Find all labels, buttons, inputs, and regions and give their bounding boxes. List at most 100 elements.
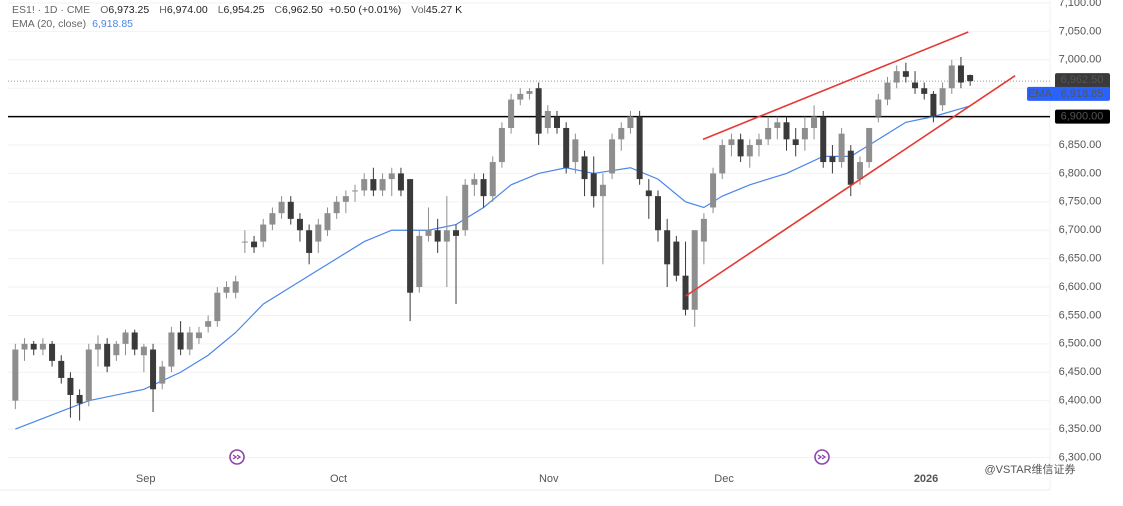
- candle-body: [140, 346, 147, 356]
- candle-body: [609, 139, 616, 174]
- ohlc-prefix: L: [218, 4, 224, 16]
- y-tick-label: 6,500.00: [1059, 338, 1102, 350]
- candle-body: [85, 349, 92, 401]
- candle-body: [572, 139, 579, 163]
- candle-body: [618, 127, 625, 140]
- candle-body: [195, 332, 202, 339]
- candle-body: [765, 127, 772, 140]
- trendline: [702, 31, 969, 141]
- y-tick-label: 6,400.00: [1059, 395, 1102, 407]
- y-tick-label: 6,650.00: [1059, 253, 1102, 265]
- candle-body: [544, 110, 551, 128]
- ema-name: EMA (20, close): [12, 18, 86, 30]
- x-tick-label: Oct: [330, 473, 347, 485]
- y-tick-label: 6,850.00: [1059, 139, 1102, 151]
- candle-body: [719, 145, 726, 174]
- candle-body: [590, 173, 597, 197]
- candle-body: [324, 213, 331, 231]
- candle-body: [76, 394, 83, 404]
- candle-body: [361, 179, 368, 191]
- y-tick-label: 7,000.00: [1059, 54, 1102, 66]
- candle-body: [801, 127, 808, 140]
- price-tag: [1055, 109, 1110, 124]
- candle-body: [12, 349, 19, 401]
- candle-body: [388, 173, 395, 180]
- candle-body: [700, 218, 707, 242]
- candle-body: [333, 201, 340, 214]
- candle-body: [443, 230, 450, 242]
- candle-body: [535, 88, 542, 134]
- candle-body: [296, 218, 303, 231]
- candle-body: [131, 332, 138, 350]
- ema-legend: EMA (20, close) 6,918.85: [12, 18, 133, 30]
- candle-body: [884, 82, 891, 100]
- candle-body: [168, 332, 175, 367]
- ema-tag-name: EMA: [1028, 88, 1053, 100]
- header-line: ES1! · 1D · CME O6,973.25 H6,974.00 L6,954.…: [12, 4, 462, 16]
- candle-body: [921, 88, 928, 94]
- trendline: [685, 75, 1016, 297]
- candle-body: [260, 224, 267, 242]
- candle-body: [214, 292, 221, 322]
- candle-body: [948, 65, 955, 89]
- y-tick-label: 7,100.00: [1059, 0, 1102, 9]
- candle-body: [489, 162, 496, 197]
- candle-body: [902, 71, 909, 77]
- candle-body: [581, 156, 588, 180]
- ohlc-value: 6,954.25: [224, 4, 265, 16]
- ema-value: 6,918.85: [92, 18, 133, 30]
- candle-body: [453, 230, 460, 236]
- candle-body: [645, 190, 652, 197]
- y-tick-label: 6,300.00: [1059, 451, 1102, 463]
- candle-body: [636, 116, 643, 180]
- ohlc-value: 6,973.25: [108, 4, 149, 16]
- x-tick-label: 2026: [914, 473, 938, 485]
- candle-body: [232, 281, 239, 293]
- y-tick-label: 6,550.00: [1059, 309, 1102, 321]
- ohlc-prefix: H: [159, 4, 167, 16]
- candle-body: [508, 99, 515, 128]
- candle-body: [710, 173, 717, 208]
- candle-body: [526, 91, 533, 94]
- y-tick-label: 6,350.00: [1059, 423, 1102, 435]
- event-icon-arrow: [232, 454, 242, 460]
- candle-body: [122, 332, 129, 344]
- volume-prefix: Vol: [411, 4, 426, 16]
- candle-body: [755, 139, 762, 146]
- candle-body: [177, 332, 184, 350]
- candle-body: [397, 173, 404, 191]
- change: +0.50 (+0.01%): [329, 4, 401, 16]
- event-icon[interactable]: [229, 449, 245, 465]
- ema-tag-value: 6,918.85: [1061, 88, 1104, 100]
- ema-line: [15, 105, 971, 430]
- candle-body: [223, 287, 230, 293]
- candle-body: [159, 366, 166, 384]
- x-tick-label: Nov: [539, 473, 559, 485]
- candle-body: [664, 230, 671, 265]
- candle-body: [627, 116, 634, 128]
- candle-body: [67, 377, 74, 395]
- candle-body: [379, 179, 386, 191]
- watermark: @VSTAR维信证券: [984, 462, 1075, 476]
- candle-body: [30, 343, 37, 350]
- ohlc-prefix: C: [274, 4, 282, 16]
- candle-body: [554, 116, 561, 128]
- event-icon[interactable]: [814, 449, 830, 465]
- x-tick-label: Dec: [714, 473, 734, 485]
- price-tag-label: 6,900.00: [1061, 111, 1104, 123]
- y-tick-label: 7,050.00: [1059, 25, 1102, 37]
- candle-body: [563, 127, 570, 168]
- candle-body: [425, 230, 432, 236]
- candle-body: [866, 127, 873, 163]
- candle-body: [856, 162, 863, 180]
- y-tick-label: 6,600.00: [1059, 281, 1102, 293]
- candle-body: [416, 235, 423, 288]
- candle-body: [205, 321, 212, 327]
- candle-body: [498, 127, 505, 163]
- candle-body: [94, 343, 101, 350]
- candle-body: [654, 196, 661, 231]
- candle-body: [599, 184, 606, 197]
- candle-body: [746, 145, 753, 157]
- candle-body: [480, 179, 487, 197]
